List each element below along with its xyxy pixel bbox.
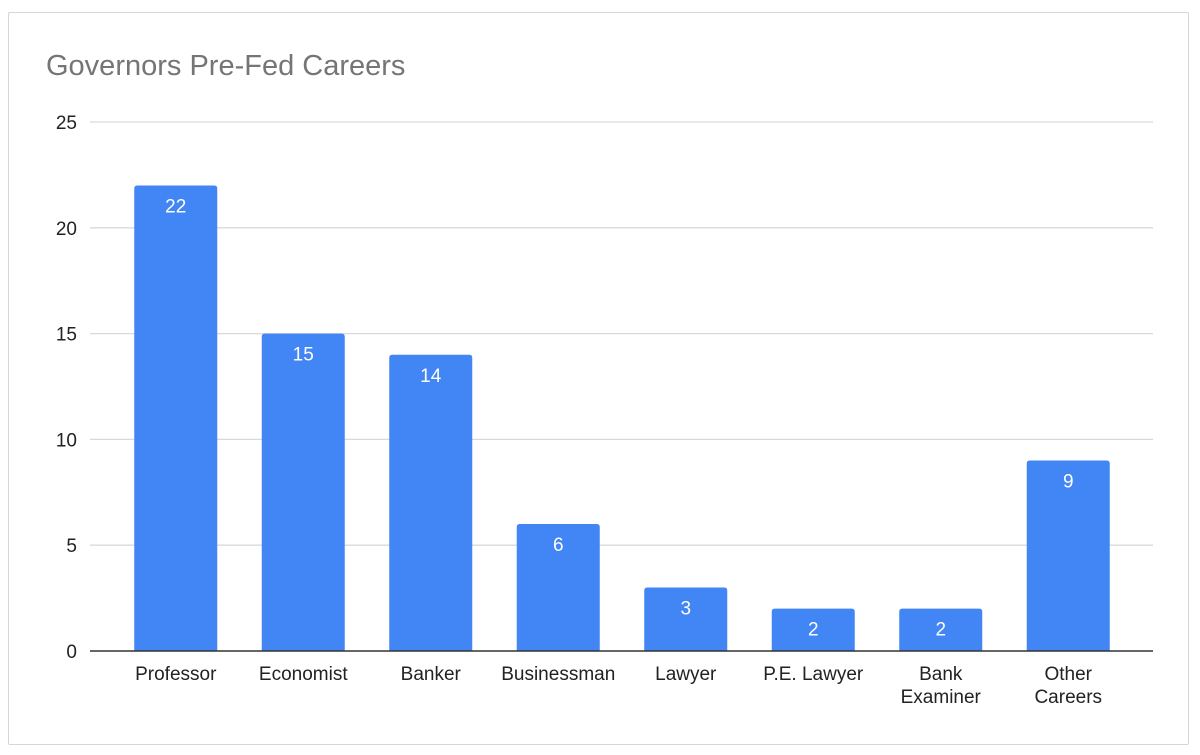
gridlines [90,121,1153,546]
x-tick-label-line: Banker [401,664,462,685]
x-tick-label-line: Lawyer [655,664,717,685]
x-tick-label-line: Careers [1034,687,1102,708]
y-axis-ticks: 0 5 10 15 20 25 [56,113,77,663]
data-label: 6 [553,535,564,556]
x-tick-label-line: Bank [919,664,963,685]
x-tick-label: Lawyer [655,664,717,685]
y-tick-label: 20 [56,219,77,240]
x-tick-label: Bank Examiner [901,664,982,708]
data-label: 15 [293,345,314,366]
x-tick-label-line: Examiner [901,687,982,708]
bar [389,354,473,651]
bar [771,608,855,651]
data-label: 22 [165,196,186,217]
y-tick-label: 15 [56,325,77,346]
y-tick-label: 10 [56,430,77,451]
x-axis-labels: Professor Economist Banker Businessman Lawye… [135,664,1102,708]
bar [644,587,728,651]
y-tick-label: 5 [66,536,77,557]
x-tick-label: Businessman [501,664,615,685]
data-label: 3 [680,599,691,620]
x-tick-label-line: Other [1044,664,1092,685]
x-tick-label-line: Businessman [501,664,615,685]
x-tick-label: P.E. Lawyer [763,664,864,685]
bar [1026,460,1110,651]
bar [261,333,345,651]
x-tick-label: Other Careers [1034,664,1102,708]
x-tick-label: Professor [135,664,217,685]
bar [134,185,218,652]
chart-title: Governors Pre-Fed Careers [46,50,406,82]
y-tick-label: 0 [66,642,77,663]
bar [516,524,600,651]
x-tick-label-line: Economist [259,664,348,685]
data-label: 14 [420,366,442,387]
bar [899,608,983,651]
x-tick-label: Economist [259,664,348,685]
data-label: 9 [1063,472,1074,493]
x-tick-label: Banker [401,664,462,685]
data-label: 2 [808,620,819,641]
data-label: 2 [935,620,946,641]
x-tick-label-line: Professor [135,664,217,685]
y-tick-label: 25 [56,113,77,134]
x-tick-label-line: P.E. Lawyer [763,664,864,685]
